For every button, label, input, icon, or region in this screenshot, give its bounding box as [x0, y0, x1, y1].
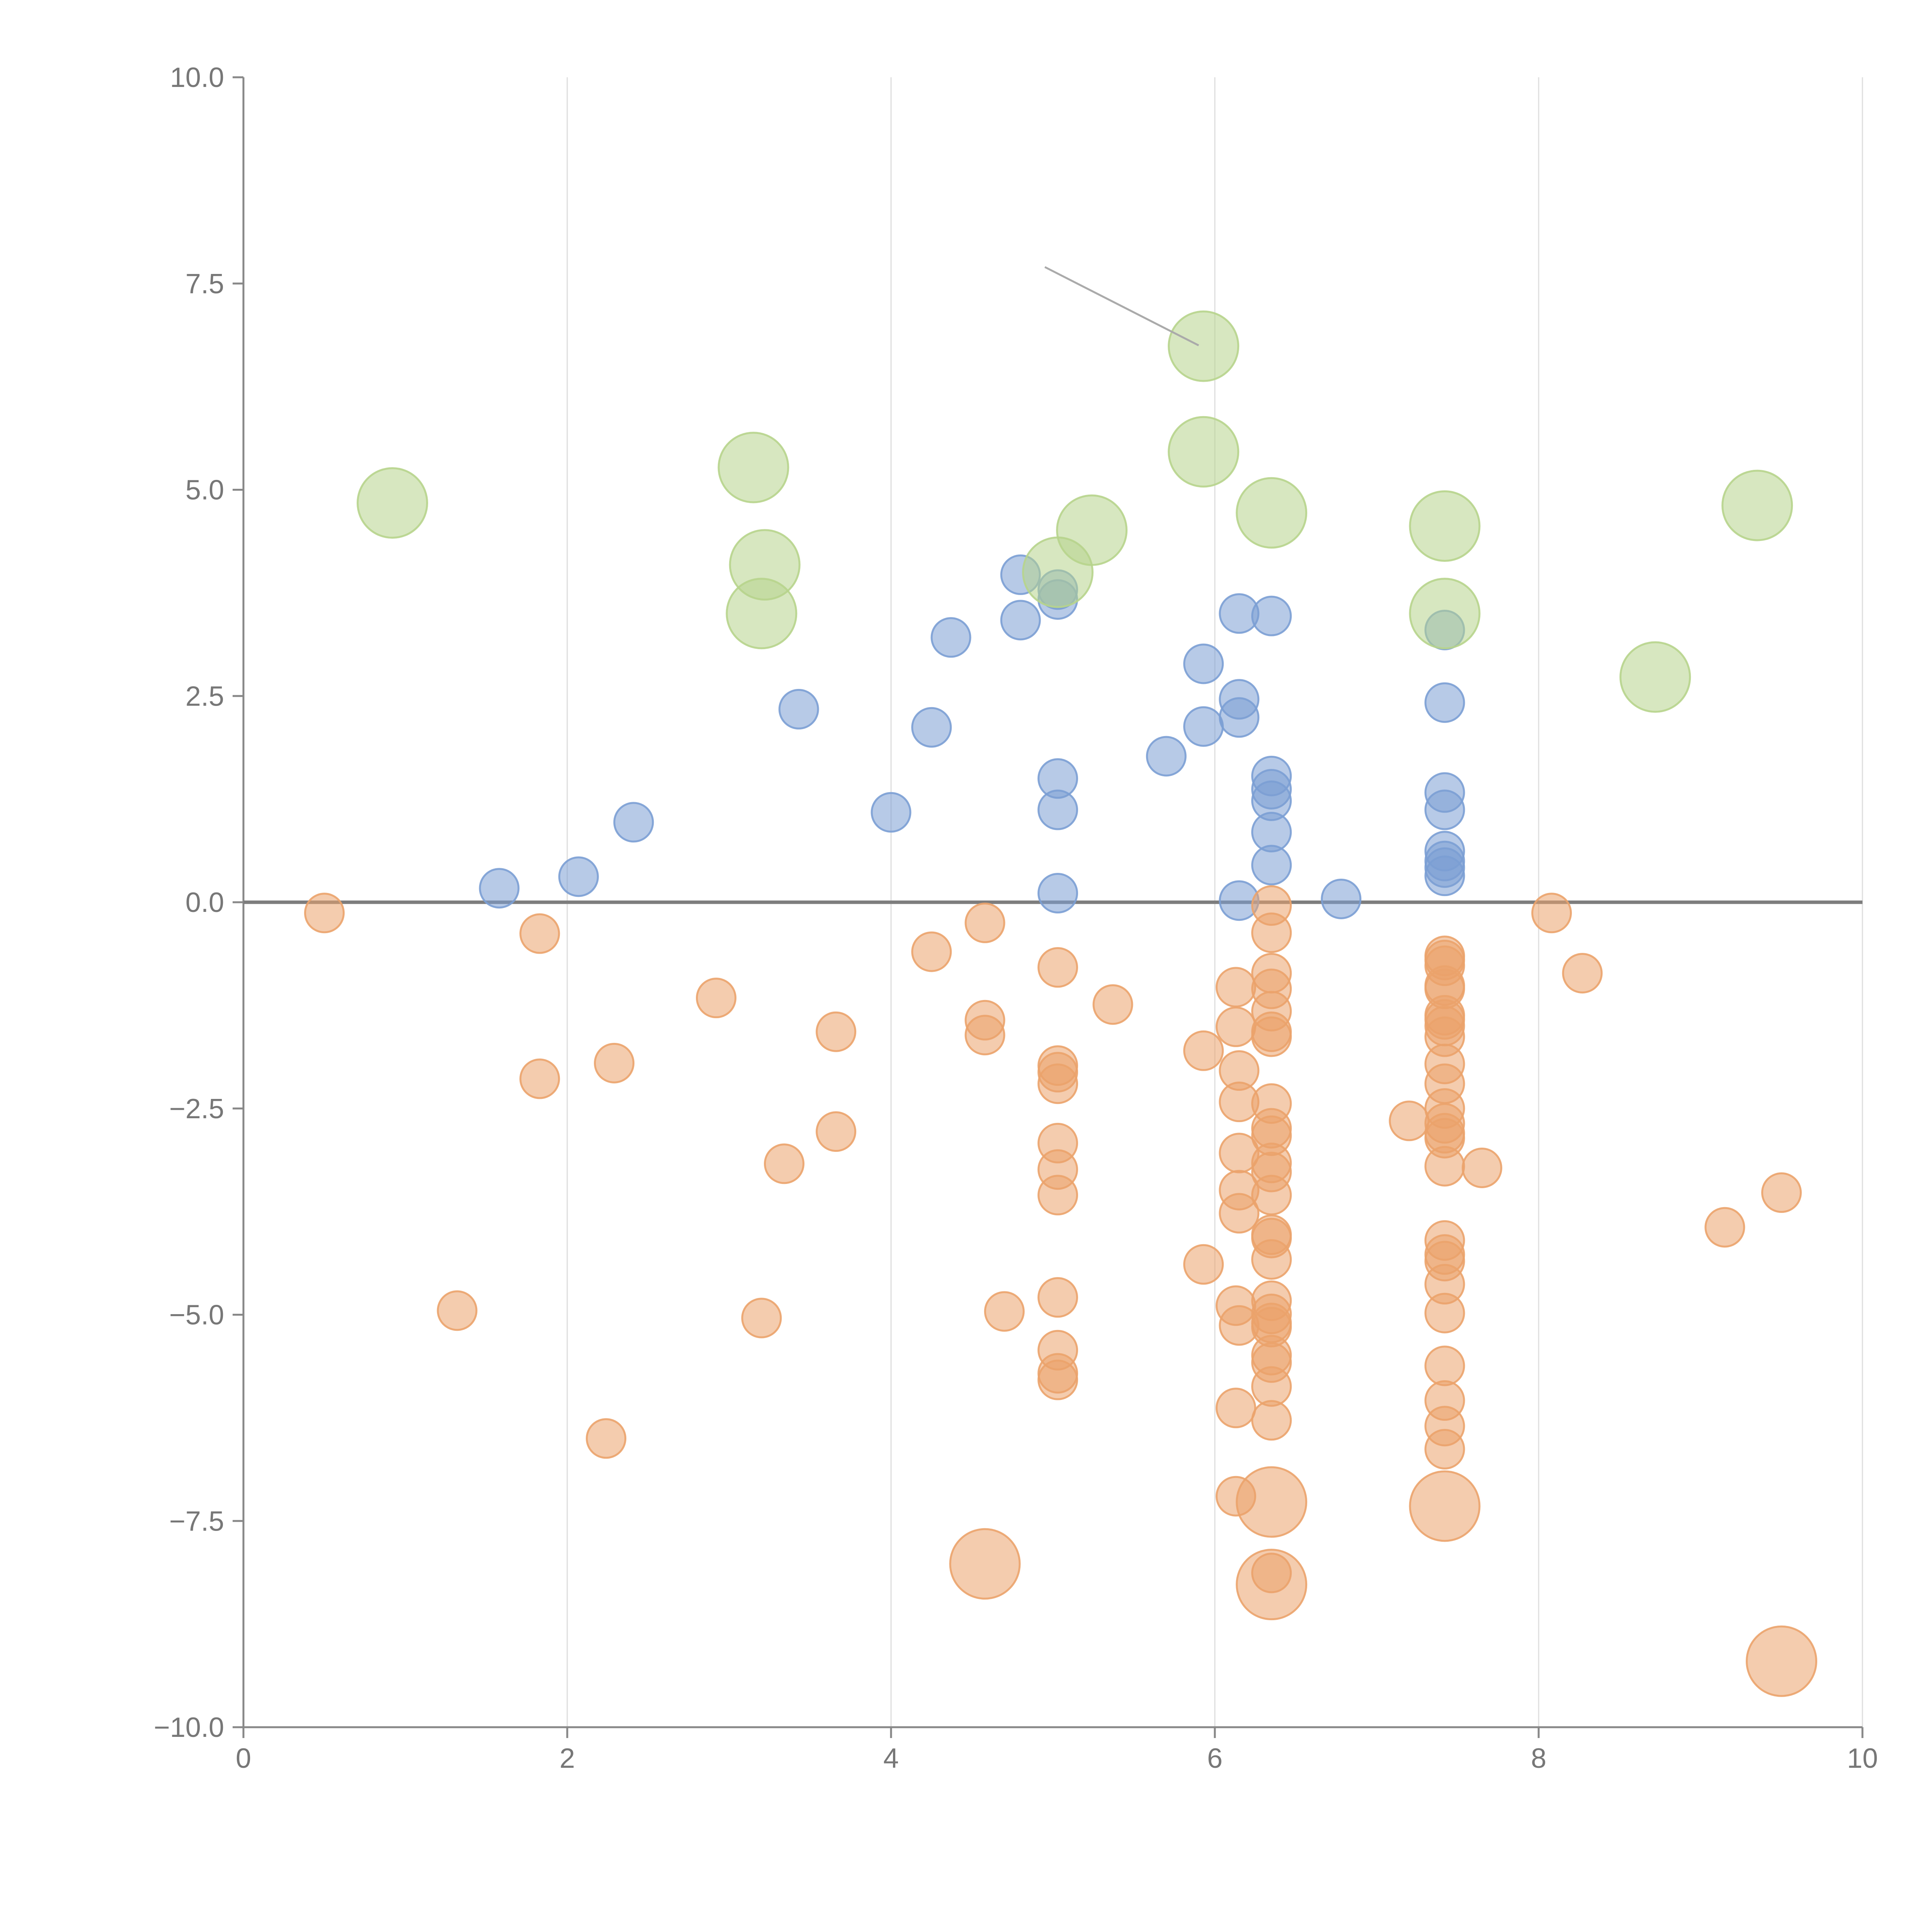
data-point-orange [1092, 984, 1133, 1025]
data-point-orange [1215, 1006, 1256, 1047]
data-point-orange [1251, 1175, 1292, 1216]
data-point-blue [1146, 736, 1187, 777]
data-point-orange [1215, 967, 1256, 1008]
data-point-orange [1183, 1030, 1224, 1071]
data-point-blue [613, 802, 654, 843]
data-point-blue [1037, 789, 1078, 830]
data-point-orange [964, 1015, 1005, 1056]
data-point-blue [1183, 706, 1224, 747]
data-point-orange [1424, 1293, 1465, 1333]
y-tick-label: −7.5 [169, 1506, 224, 1537]
data-point-orange [1389, 1100, 1430, 1141]
data-point-blue [1321, 878, 1362, 919]
data-point-blue [1424, 682, 1465, 723]
data-point-blue [1000, 600, 1041, 641]
data-point-orange [1037, 1175, 1078, 1216]
data-point-orange [741, 1298, 782, 1338]
data-point-blue [1424, 855, 1465, 896]
data-point-orange [1746, 1625, 1817, 1697]
data-point-blue [1219, 697, 1260, 738]
data-point-green [1168, 310, 1240, 382]
data-point-blue [1037, 873, 1078, 914]
data-point-orange [696, 978, 736, 1019]
data-point-orange [1424, 1429, 1465, 1470]
data-point-orange [1251, 1016, 1292, 1057]
data-point-orange [764, 1143, 804, 1184]
data-point-green [356, 467, 428, 539]
data-point-orange [1215, 1388, 1256, 1429]
data-point-orange [1251, 912, 1292, 953]
data-point-orange [1424, 1146, 1465, 1187]
data-point-orange [1037, 1277, 1078, 1318]
data-point-green [1619, 641, 1691, 713]
data-point-green [1168, 416, 1240, 488]
data-point-green [726, 578, 798, 650]
data-point-orange [1219, 1193, 1260, 1234]
data-points [304, 310, 1817, 1697]
data-point-orange [1704, 1207, 1745, 1248]
data-point-orange [1037, 1063, 1078, 1104]
data-point-orange [1236, 1549, 1308, 1621]
data-point-blue [930, 617, 971, 658]
data-point-orange [1461, 1147, 1502, 1188]
data-point-orange [816, 1111, 857, 1152]
data-point-blue [1424, 789, 1465, 830]
data-point-orange [1531, 893, 1572, 934]
data-point-green [1721, 469, 1793, 541]
annotation-leaders [1044, 266, 1199, 347]
data-point-green [1409, 578, 1481, 650]
data-point-blue [778, 689, 819, 730]
y-tick-label: 0.0 [185, 887, 224, 918]
data-point-blue [871, 792, 912, 833]
data-point-orange [1251, 1366, 1292, 1407]
data-point-orange [1183, 1244, 1224, 1285]
data-point-orange [1562, 953, 1603, 994]
y-tick-label: 2.5 [185, 681, 224, 712]
data-point-green [718, 432, 789, 503]
data-point-orange [1236, 1466, 1308, 1538]
data-point-orange [594, 1043, 635, 1083]
annotation-leader-line [1044, 266, 1199, 347]
data-point-orange [1424, 1345, 1465, 1386]
x-tick-label: 0 [236, 1743, 251, 1774]
data-point-orange [984, 1291, 1025, 1332]
data-point-orange [586, 1418, 627, 1459]
data-point-blue [479, 868, 520, 909]
data-point-orange [519, 913, 560, 954]
x-tick-label: 10 [1847, 1743, 1878, 1774]
data-point-orange [1761, 1172, 1802, 1213]
data-point-orange [949, 1528, 1021, 1600]
data-point-orange [1251, 1239, 1292, 1280]
data-point-blue [1251, 845, 1292, 886]
data-point-blue [558, 856, 599, 897]
data-point-blue [1251, 595, 1292, 636]
y-tick-label: −2.5 [169, 1094, 224, 1124]
data-point-green [1056, 494, 1128, 566]
y-tick-label: −10.0 [154, 1712, 224, 1743]
data-point-orange [1037, 947, 1078, 988]
data-point-orange [1409, 1470, 1481, 1542]
data-point-orange [911, 931, 952, 972]
y-tick-label: 5.0 [185, 475, 224, 506]
y-tick-label: −5.0 [169, 1300, 224, 1331]
x-tick-label: 4 [883, 1743, 899, 1774]
data-point-green [1409, 490, 1481, 562]
axes: 0 2 4 6 8 10 10.0 7.5 5.0 2.5 0.0 −2.5 −5.0 −7.5 −10.0 [154, 62, 1878, 1774]
y-tick-label: 10.0 [170, 62, 224, 93]
data-point-orange [437, 1290, 478, 1331]
data-point-orange [1037, 1359, 1078, 1400]
data-point-green [1236, 477, 1308, 549]
data-point-blue [911, 707, 952, 748]
data-point-blue [1183, 643, 1224, 684]
x-tick-label: 8 [1531, 1743, 1546, 1774]
x-tick-label: 6 [1207, 1743, 1223, 1774]
data-point-orange [964, 902, 1005, 943]
data-point-orange [519, 1058, 560, 1099]
data-point-orange [304, 893, 345, 934]
data-point-orange [816, 1011, 857, 1052]
data-point-orange [1251, 1400, 1292, 1441]
y-tick-label: 7.5 [185, 269, 224, 299]
x-tick-label: 2 [560, 1743, 575, 1774]
